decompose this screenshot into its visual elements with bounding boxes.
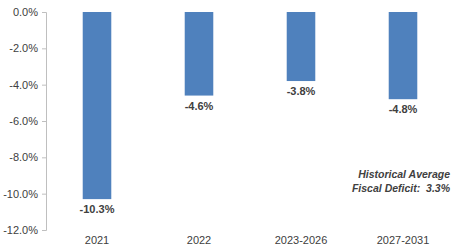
y-axis-line <box>42 13 47 231</box>
y-tick-mark <box>42 194 46 195</box>
y-axis: 0.0% -2.0% -4.0% -6.0% -8.0% -10.0% -12.0% <box>3 6 46 236</box>
chart: 0.0% -2.0% -4.0% -6.0% -8.0% -10.0% -12.0% 2021… <box>0 0 462 248</box>
data-labels: -10.3% -4.6% -3.8% -4.8% <box>80 85 418 215</box>
data-label: -4.8% <box>389 103 418 115</box>
y-tick-mark <box>42 121 46 122</box>
y-tick-label: -12.0% <box>3 224 38 236</box>
y-tick-mark <box>42 12 46 13</box>
x-tick-label: 2023-2026 <box>275 234 328 246</box>
x-tick-label: 2021 <box>85 234 109 246</box>
y-tick-label: -10.0% <box>3 188 38 200</box>
y-tick-label: -2.0% <box>9 42 38 54</box>
y-tick-mark <box>42 85 46 86</box>
y-tick: -12.0% <box>3 224 46 236</box>
y-tick: 0.0% <box>13 6 46 18</box>
data-label: -10.3% <box>80 203 115 215</box>
y-tick: -6.0% <box>9 115 46 127</box>
bar <box>185 12 214 96</box>
annotation: Historical Average Fiscal Deficit: 3.3% <box>352 168 451 194</box>
x-tick: 2023-2026 <box>275 234 328 246</box>
annotation-text: Fiscal Deficit: 3.3% <box>352 182 451 194</box>
y-tick: -2.0% <box>9 42 46 54</box>
y-tick-mark <box>42 230 46 231</box>
y-tick: -8.0% <box>9 151 46 163</box>
bar <box>83 12 112 199</box>
x-axis: 2021 2022 2023-2026 2027-2031 <box>85 234 430 246</box>
bar <box>389 12 418 99</box>
plot: 0.0% -2.0% -4.0% -6.0% -8.0% -10.0% -12.0% 2021… <box>3 6 451 246</box>
y-tick-label: -6.0% <box>9 115 38 127</box>
y-tick-mark <box>42 157 46 158</box>
bar <box>287 12 316 81</box>
y-tick: -4.0% <box>9 79 46 91</box>
y-tick-label: -4.0% <box>9 79 38 91</box>
x-tick-label: 2022 <box>187 234 211 246</box>
y-tick-mark <box>42 48 46 49</box>
annotation-text: Historical Average <box>358 168 450 180</box>
x-tick: 2021 <box>85 234 109 246</box>
x-tick: 2027-2031 <box>377 234 430 246</box>
x-tick: 2022 <box>187 234 211 246</box>
y-tick: -10.0% <box>3 188 46 200</box>
y-tick-label: 0.0% <box>13 6 38 18</box>
data-label: -4.6% <box>185 100 214 112</box>
x-tick-label: 2027-2031 <box>377 234 430 246</box>
data-label: -3.8% <box>287 85 316 97</box>
y-tick-label: -8.0% <box>9 151 38 163</box>
